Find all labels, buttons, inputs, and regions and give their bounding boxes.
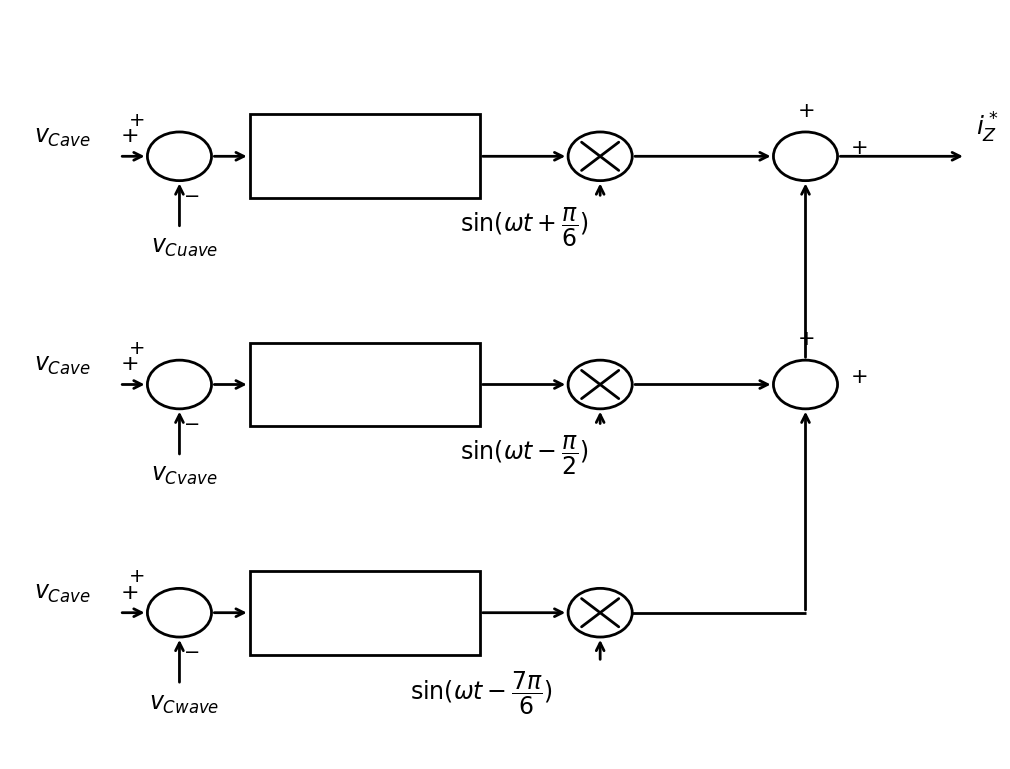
Text: $v_{Cave}$: $v_{Cave}$ (34, 125, 91, 148)
Text: $+$: $+$ (128, 112, 144, 129)
Text: $+$: $+$ (120, 354, 138, 375)
Text: $v_{Cave}$: $v_{Cave}$ (34, 354, 91, 377)
Text: $+$: $+$ (797, 102, 814, 121)
Text: $-$: $-$ (183, 414, 199, 431)
FancyBboxPatch shape (249, 571, 480, 654)
Text: $-$: $-$ (183, 185, 199, 204)
Text: $+$: $+$ (849, 139, 867, 158)
Text: $+$: $+$ (849, 368, 867, 387)
Text: $v_{Cvave}$: $v_{Cvave}$ (152, 464, 218, 488)
Text: $v_{Cwave}$: $v_{Cwave}$ (149, 693, 219, 716)
Text: $+$: $+$ (128, 340, 144, 358)
Text: $K_1+\dfrac{K_2}{s}$: $K_1+\dfrac{K_2}{s}$ (322, 128, 407, 176)
Text: $\sin(\omega t-\dfrac{\pi}{2})$: $\sin(\omega t-\dfrac{\pi}{2})$ (460, 434, 588, 478)
FancyBboxPatch shape (249, 115, 480, 198)
Text: $K_1+\dfrac{K_2}{s}$: $K_1+\dfrac{K_2}{s}$ (322, 585, 407, 633)
Text: $+$: $+$ (128, 568, 144, 586)
Text: $-$: $-$ (183, 642, 199, 660)
Text: $+$: $+$ (120, 581, 138, 604)
Text: $+$: $+$ (797, 330, 814, 349)
Text: $+$: $+$ (120, 125, 138, 147)
Text: $v_{Cave}$: $v_{Cave}$ (34, 582, 91, 605)
Text: $i_Z^*$: $i_Z^*$ (976, 111, 998, 145)
Text: $\sin(\omega t+\dfrac{\pi}{6})$: $\sin(\omega t+\dfrac{\pi}{6})$ (460, 206, 588, 249)
Text: $\sin(\omega t-\dfrac{7\pi}{6})$: $\sin(\omega t-\dfrac{7\pi}{6})$ (410, 670, 552, 717)
Text: $v_{Cuave}$: $v_{Cuave}$ (150, 236, 218, 259)
Text: $K_1+\dfrac{K_2}{s}$: $K_1+\dfrac{K_2}{s}$ (322, 357, 407, 404)
FancyBboxPatch shape (249, 343, 480, 426)
